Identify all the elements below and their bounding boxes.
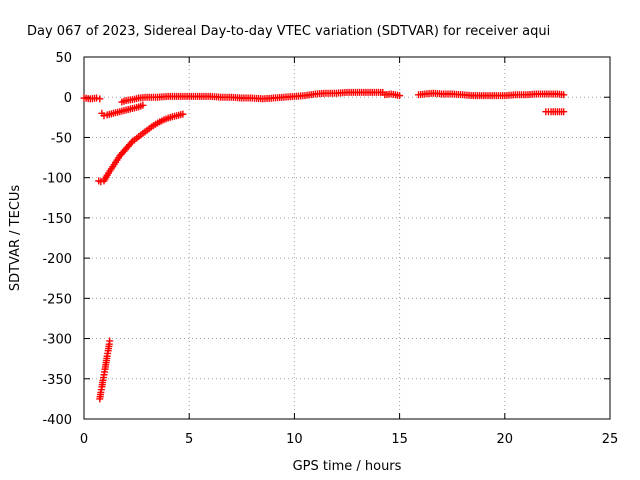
- data-point: [377, 88, 385, 96]
- data-point: [102, 173, 110, 181]
- data-point: [99, 379, 107, 387]
- data-point: [558, 108, 566, 116]
- data-point: [106, 337, 114, 345]
- data-point: [117, 150, 125, 158]
- data-point: [139, 129, 147, 137]
- data-point: [177, 111, 185, 119]
- data-point: [101, 368, 109, 376]
- data-point: [99, 374, 107, 382]
- series-low-outlier-branch: [96, 337, 114, 403]
- grid-lines: [84, 57, 610, 419]
- x-tick-label: 10: [286, 432, 303, 447]
- axis-ticks: 0 5 10 15 20 25 50 0 -50 -100 -150 -200 -250 -300 -350…: [42, 51, 618, 447]
- y-tick-label: -150: [42, 212, 72, 227]
- y-axis-label: SDTVAR / TECUs: [8, 185, 23, 292]
- y-tick-label: -400: [42, 413, 72, 428]
- data-point: [100, 112, 108, 120]
- data-point: [126, 141, 134, 149]
- series-recovery-branch: [95, 110, 187, 186]
- data-point: [145, 125, 153, 133]
- y-tick-label: -300: [42, 333, 72, 348]
- data-point: [104, 349, 112, 357]
- data-point: [102, 361, 110, 369]
- data-point: [120, 97, 128, 105]
- x-tick-label: 15: [391, 432, 408, 447]
- data-point: [114, 154, 122, 162]
- data-point: [164, 114, 172, 122]
- data-point: [105, 342, 113, 350]
- data-point: [106, 167, 114, 175]
- plot-frame: [83, 56, 611, 420]
- data-point: [126, 105, 134, 113]
- x-tick-label: 5: [185, 432, 193, 447]
- x-tick-label: 0: [80, 432, 88, 447]
- data-point: [133, 134, 141, 142]
- data-point: [120, 107, 128, 115]
- x-axis-label: GPS time / hours: [293, 459, 402, 474]
- y-tick-label: -50: [51, 131, 72, 146]
- y-tick-label: -200: [42, 252, 72, 267]
- data-point: [91, 94, 99, 102]
- data-point: [133, 103, 141, 111]
- data-point: [107, 110, 115, 118]
- data-point: [558, 91, 566, 99]
- y-tick-label: -250: [42, 292, 72, 307]
- data-point: [96, 391, 104, 399]
- data-point: [97, 386, 105, 394]
- data-point: [170, 112, 178, 120]
- data-point: [121, 146, 129, 154]
- data-point: [97, 178, 105, 186]
- data-point: [133, 95, 141, 103]
- y-tick-label: 0: [64, 91, 72, 106]
- y-tick-label: -350: [42, 373, 72, 388]
- y-tick-label: -100: [42, 172, 72, 187]
- data-layer: [80, 88, 568, 403]
- data-point: [103, 354, 111, 362]
- data-point: [393, 91, 401, 99]
- data-point: [127, 139, 135, 147]
- y-tick-label: 50: [55, 51, 72, 66]
- chart-title: Day 067 of 2023, Sidereal Day-to-day VTE…: [27, 24, 550, 39]
- data-point: [114, 108, 122, 116]
- series-near-zero-baseline: [80, 88, 568, 106]
- x-tick-label: 25: [602, 432, 619, 447]
- data-point: [137, 102, 145, 110]
- x-tick-label: 20: [497, 432, 514, 447]
- series-short-dip-branch: [98, 101, 568, 120]
- data-point: [126, 96, 134, 104]
- data-point: [110, 161, 118, 169]
- data-point: [152, 120, 160, 128]
- data-point: [158, 117, 166, 125]
